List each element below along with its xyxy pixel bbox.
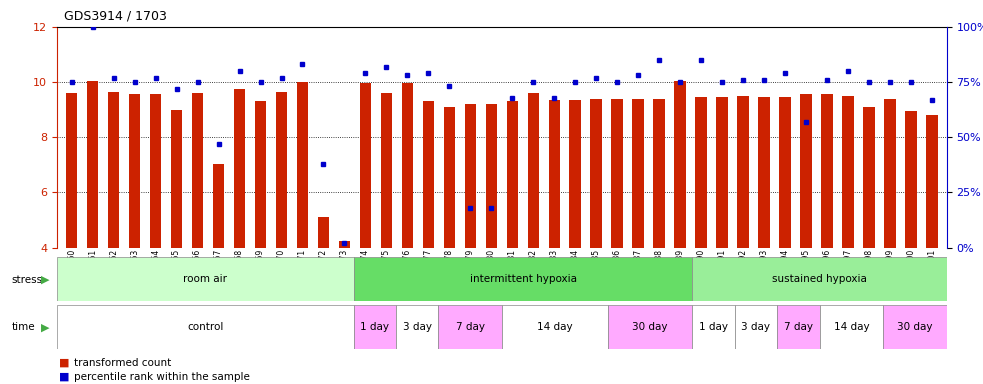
Text: room air: room air	[183, 274, 227, 285]
Text: ▶: ▶	[41, 275, 49, 285]
Text: transformed count: transformed count	[74, 358, 171, 368]
Bar	[171, 110, 183, 248]
Bar	[438, 305, 501, 349]
Bar	[883, 305, 947, 349]
Text: percentile rank within the sample: percentile rank within the sample	[74, 372, 250, 382]
Bar	[354, 305, 396, 349]
Text: 3 day: 3 day	[403, 322, 432, 333]
Text: sustained hypoxia: sustained hypoxia	[772, 274, 867, 285]
Bar	[396, 305, 438, 349]
Bar	[654, 99, 665, 248]
Bar	[255, 101, 266, 248]
Text: 1 day: 1 day	[699, 322, 728, 333]
Bar	[717, 97, 727, 248]
Bar	[674, 81, 686, 248]
Bar	[339, 241, 350, 248]
Bar	[692, 305, 735, 349]
Bar	[354, 257, 692, 301]
Bar	[506, 101, 518, 248]
Bar	[501, 305, 607, 349]
Bar	[108, 92, 119, 248]
Text: intermittent hypoxia: intermittent hypoxia	[470, 274, 576, 285]
Bar	[737, 96, 749, 248]
Bar	[780, 97, 791, 248]
Bar	[820, 305, 883, 349]
Bar	[549, 100, 560, 248]
Bar	[735, 305, 778, 349]
Bar	[129, 94, 141, 248]
Bar	[758, 97, 770, 248]
Text: ▶: ▶	[41, 322, 49, 332]
Bar	[234, 89, 246, 248]
Bar	[692, 257, 947, 301]
Bar	[402, 83, 413, 248]
Bar	[926, 115, 938, 248]
Text: 30 day: 30 day	[632, 322, 667, 333]
Bar	[465, 104, 476, 248]
Bar	[695, 97, 707, 248]
Text: stress: stress	[12, 275, 43, 285]
Bar	[192, 93, 203, 248]
Text: 30 day: 30 day	[897, 322, 933, 333]
Bar	[380, 93, 392, 248]
Text: 1 day: 1 day	[360, 322, 389, 333]
Bar	[607, 305, 692, 349]
Bar	[821, 94, 833, 248]
Text: ■: ■	[59, 358, 70, 368]
Bar	[905, 111, 917, 248]
Bar	[800, 94, 812, 248]
Bar	[318, 217, 329, 248]
Bar	[842, 96, 854, 248]
Bar	[212, 164, 224, 248]
Bar	[276, 92, 287, 248]
Text: 7 day: 7 day	[455, 322, 485, 333]
Text: ■: ■	[59, 372, 70, 382]
Bar	[632, 99, 644, 248]
Bar	[778, 305, 820, 349]
Bar	[66, 93, 78, 248]
Text: control: control	[187, 322, 223, 333]
Text: 3 day: 3 day	[741, 322, 771, 333]
Bar	[591, 99, 602, 248]
Bar	[297, 82, 309, 248]
Bar	[360, 83, 372, 248]
Bar	[149, 94, 161, 248]
Bar	[87, 81, 98, 248]
Bar	[423, 101, 434, 248]
Bar	[528, 93, 539, 248]
Bar	[486, 104, 497, 248]
Bar	[57, 305, 354, 349]
Text: 14 day: 14 day	[834, 322, 869, 333]
Text: 14 day: 14 day	[537, 322, 572, 333]
Text: time: time	[12, 322, 35, 332]
Text: GDS3914 / 1703: GDS3914 / 1703	[64, 10, 167, 23]
Bar	[863, 107, 875, 248]
Bar	[569, 100, 581, 248]
Bar	[885, 99, 896, 248]
Text: 7 day: 7 day	[783, 322, 813, 333]
Bar	[57, 257, 354, 301]
Bar	[443, 107, 455, 248]
Bar	[611, 99, 623, 248]
